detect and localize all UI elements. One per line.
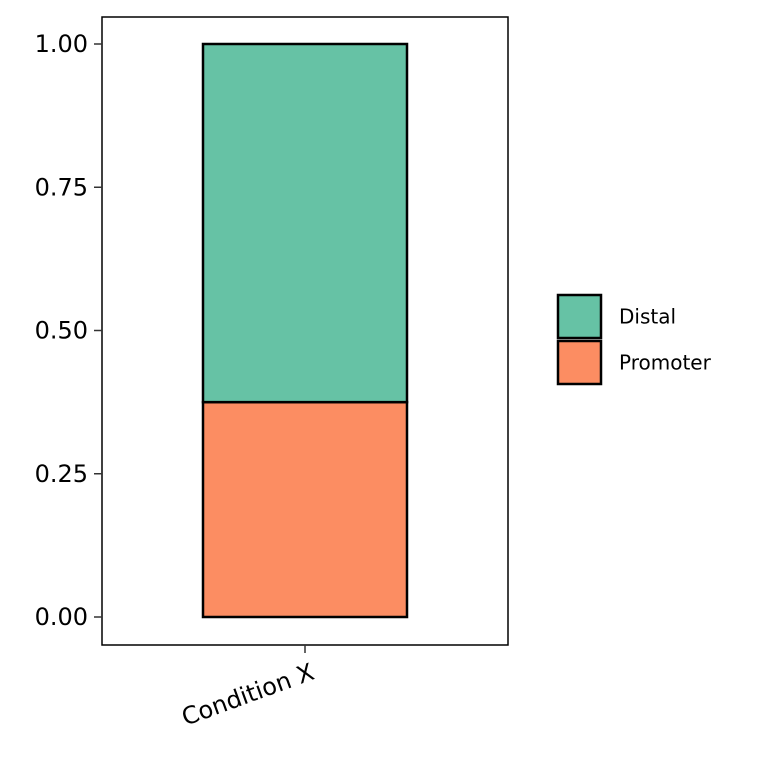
y-tick-label: 0.25 bbox=[35, 460, 88, 488]
y-tick-label: 0.75 bbox=[35, 173, 88, 201]
y-axis: 0.00 0.25 0.50 0.75 1.00 bbox=[35, 30, 102, 631]
y-tick-label: 0.50 bbox=[35, 317, 88, 345]
bar-segment-promoter bbox=[201, 400, 409, 619]
bars-group bbox=[201, 42, 409, 619]
legend-label-distal: Distal bbox=[619, 305, 676, 329]
bar-segment-distal bbox=[201, 42, 409, 404]
legend-label-promoter: Promoter bbox=[619, 351, 712, 375]
y-tick-label: 1.00 bbox=[35, 30, 88, 58]
y-tick-label: 0.00 bbox=[35, 603, 88, 631]
legend: Distal Promoter bbox=[556, 293, 712, 386]
legend-key-promoter bbox=[556, 339, 603, 386]
legend-key-distal bbox=[556, 293, 603, 340]
